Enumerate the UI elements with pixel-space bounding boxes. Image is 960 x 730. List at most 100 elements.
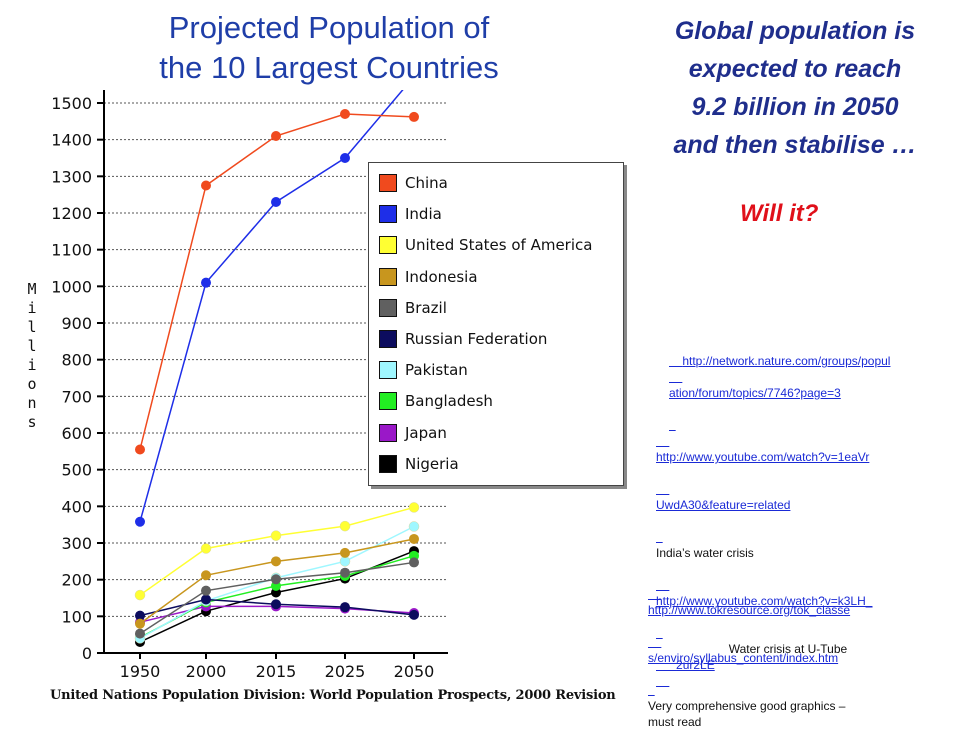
data-point [409, 533, 419, 544]
legend-label: Indonesia [405, 267, 478, 286]
reference-link-nature[interactable]: http://network.nature.com/groups/popul a… [669, 337, 890, 433]
reference-note: must read [648, 715, 702, 729]
data-point [271, 574, 281, 585]
y-tick-label: 600 [61, 424, 92, 443]
legend-swatch [379, 330, 397, 348]
series-india [135, 90, 404, 527]
y-tick-label: 400 [61, 497, 92, 516]
legend-label: Japan [405, 423, 447, 442]
link-line: http://www.youtube.com/watch?v=k3LH_ [656, 594, 873, 608]
y-tick-label: 500 [61, 461, 92, 480]
link-line: http://www.youtube.com/watch?v=1eaVr [656, 450, 870, 464]
legend-item: Brazil [379, 297, 447, 319]
legend-label: China [405, 174, 448, 192]
y-tick-label: 1100 [51, 241, 92, 260]
data-point [201, 180, 211, 191]
data-point [339, 520, 351, 532]
data-point [408, 502, 420, 513]
legend-swatch [379, 361, 397, 380]
y-axis-label-letter: o [27, 375, 37, 393]
y-tick-label: 900 [61, 314, 92, 333]
data-point [409, 557, 419, 568]
y-tick-label: 200 [61, 571, 92, 590]
x-tick-label: 1950 [120, 662, 161, 681]
reference-block-nature: http://network.nature.com/groups/popul a… [669, 337, 890, 433]
data-point [340, 602, 350, 613]
y-tick-label: 100 [61, 607, 92, 626]
legend-label: India [405, 205, 442, 224]
x-tick-label: 2000 [186, 662, 227, 681]
legend-swatch [379, 454, 397, 473]
data-point [340, 567, 350, 578]
link-line: UwdA30&feature=related [656, 498, 791, 512]
x-tick-label: 2050 [394, 662, 435, 681]
data-point [270, 530, 282, 541]
legend-label: Bangladesh [405, 392, 493, 411]
data-point [135, 444, 145, 455]
legend-swatch [379, 174, 397, 192]
y-tick-label: 1500 [51, 94, 92, 113]
slide-question: Will it? [740, 200, 819, 227]
y-axis-label-letter: l [27, 337, 37, 355]
chart-legend: China India United States of America Indone… [368, 162, 624, 486]
data-point [340, 153, 350, 163]
data-point [135, 628, 145, 639]
legend-item: China [379, 172, 448, 194]
reference-link-youtube-2[interactable]: http://www.youtube.com/watch?v=k3LH_ [656, 561, 872, 641]
legend-label: Russian Federation [405, 330, 548, 348]
reference-link-youtube-1[interactable]: http://www.youtube.com/watch?v=1eaVr Uwd… [656, 417, 872, 545]
data-point [201, 585, 211, 596]
reference-block-youtube: http://www.youtube.com/watch?v=1eaVr Uwd… [656, 417, 872, 689]
slide-headline: Global population is expected to reach 9… [650, 12, 940, 164]
link-line: ation/forum/topics/7746?page=3 [669, 386, 841, 400]
legend-label: Pakistan [405, 361, 468, 380]
legend-label: United States of America [405, 236, 593, 255]
y-axis-label-letter: n [27, 394, 37, 412]
y-tick-label: 300 [61, 534, 92, 553]
headline-line: 9.2 billion in 2050 [691, 93, 899, 121]
y-axis-label-letter: s [27, 413, 37, 431]
data-point [271, 599, 281, 610]
legend-item: Nigeria [379, 453, 459, 475]
legend-item: Pakistan [379, 359, 468, 381]
link-line: 2ur2LE [676, 658, 715, 672]
legend-label: Nigeria [405, 454, 459, 473]
link-line: s/enviro/syllabus_content/index.htm [648, 651, 839, 665]
reference-link-youtube-2-cont[interactable]: 2ur2LE [656, 641, 715, 689]
x-tick-label: 2015 [256, 662, 297, 681]
chart-title-line: Projected Population of [168, 10, 490, 45]
y-axis-label-letter: i [27, 299, 37, 317]
legend-swatch [379, 423, 397, 442]
series-brazil [135, 557, 419, 639]
legend-swatch [379, 392, 397, 411]
reference-note: India’s water crisis [656, 546, 754, 560]
reference-block-tok: http://www.tokresource.org/tok_classe s/… [648, 570, 850, 730]
data-point [271, 197, 281, 207]
data-point [201, 570, 211, 581]
y-tick-label: 1300 [51, 167, 92, 186]
legend-swatch [379, 298, 397, 317]
x-tick-label: 2025 [325, 662, 366, 681]
data-point [200, 543, 212, 554]
legend-swatch [379, 236, 397, 255]
chart-source-caption: United Nations Population Division: Worl… [50, 688, 616, 703]
y-tick-label: 0 [82, 644, 92, 663]
data-point [201, 277, 211, 288]
data-point [409, 111, 419, 122]
data-point [271, 556, 281, 567]
data-point [409, 609, 419, 620]
y-tick-label: 1200 [51, 204, 92, 223]
data-point [134, 589, 146, 601]
series-indonesia [135, 533, 419, 629]
legend-item: Russian Federation [379, 328, 547, 350]
reference-link-tok[interactable]: http://www.tokresource.org/tok_classe s/… [648, 570, 850, 698]
y-axis-label-letter: i [27, 356, 37, 374]
y-tick-label: 700 [61, 387, 92, 406]
data-point [135, 516, 145, 527]
data-point [340, 547, 350, 558]
data-point [408, 521, 420, 532]
y-axis-label-letter: l [27, 318, 37, 336]
headline-line: expected to reach [688, 55, 902, 83]
